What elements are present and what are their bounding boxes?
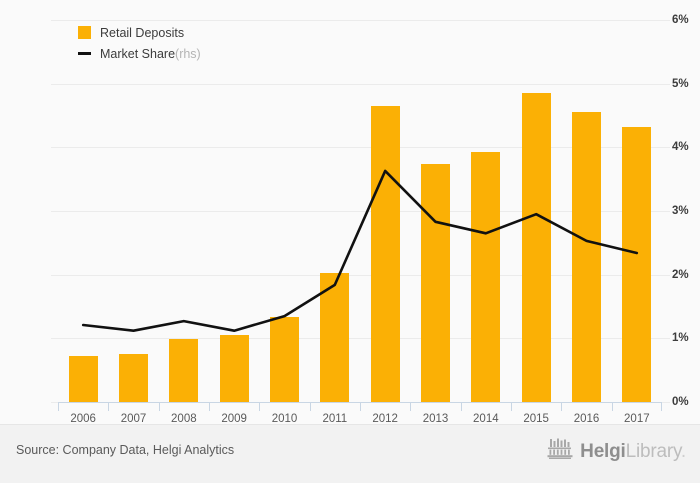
bar-2009 — [219, 335, 249, 402]
x-axis-label-2016: 2016 — [573, 413, 600, 425]
bar-2008 — [169, 339, 199, 402]
x-axis-tick — [611, 402, 613, 411]
legend-item-market-share[interactable]: Market Share (rhs) — [78, 43, 201, 64]
plot-area: 00%4 0001%8 0002%12 0003%16 0004%20 0005… — [51, 14, 689, 408]
source-note: Source: Company Data, Helgi Analytics — [16, 443, 235, 457]
bar-2010 — [270, 316, 299, 402]
x-axis-tick — [158, 402, 160, 411]
gridline — [58, 147, 662, 149]
y-axis-right-label: 5% — [672, 77, 689, 90]
bar-2012 — [370, 105, 400, 402]
x-axis-tick — [410, 402, 412, 411]
gridline — [58, 338, 662, 340]
x-axis-label-2015: 2015 — [523, 413, 549, 425]
y-axis-right-tick — [662, 402, 670, 403]
y-axis-left-tick — [51, 338, 58, 340]
bar-2011 — [320, 273, 350, 402]
bar-2015 — [521, 93, 551, 402]
bar-2007 — [119, 354, 148, 402]
bar-2017 — [622, 126, 652, 402]
y-axis-left-tick — [51, 147, 58, 149]
library-building-icon — [547, 438, 573, 465]
x-axis-tick — [661, 402, 662, 411]
x-axis-tick — [58, 402, 59, 411]
x-axis-label-2013: 2013 — [422, 413, 449, 425]
bar-series — [58, 20, 662, 402]
y-axis-right-label: 2% — [672, 268, 689, 281]
x-axis-tick — [209, 402, 210, 411]
y-axis-left-tick — [51, 83, 58, 85]
x-axis-tick — [309, 402, 311, 411]
x-axis-label-2007: 2007 — [120, 413, 147, 425]
x-axis-label-2010: 2010 — [271, 413, 298, 425]
legend-line-icon — [78, 52, 91, 55]
market-share-line — [81, 169, 639, 333]
y-axis-right-tick — [662, 274, 670, 276]
y-axis-right-label: 3% — [672, 205, 689, 217]
x-axis-tick — [511, 402, 512, 411]
legend-label-market-share-suffix: (rhs) — [175, 46, 201, 61]
legend-label-market-share: Market Share — [100, 46, 176, 61]
y-axis-right-tick — [662, 147, 670, 149]
brand-dot: . — [680, 440, 686, 462]
y-axis-right-tick — [662, 20, 670, 21]
x-axis-label-2012: 2012 — [372, 413, 398, 425]
legend: Retail Deposits Market Share (rhs) — [78, 22, 201, 64]
line-series — [81, 169, 639, 333]
brand-text: HelgiLibrary. — [580, 441, 686, 463]
gridline — [58, 274, 662, 276]
bar-2016 — [572, 112, 601, 402]
x-axis-tick — [460, 402, 462, 411]
y-axis-left-tick — [51, 402, 58, 403]
brand-name-secondary: Library — [625, 440, 681, 462]
x-axis-tick — [259, 402, 261, 411]
y-axis-right-tick — [662, 83, 670, 85]
x-axis-tick — [360, 402, 361, 411]
x-axis-tick — [108, 402, 110, 411]
y-axis-right-label: 1% — [672, 332, 689, 345]
bar-2006 — [68, 355, 98, 402]
x-axis-label-2006: 2006 — [70, 413, 96, 425]
y-axis-left-tick — [51, 20, 58, 21]
x-axis-tick — [561, 402, 563, 411]
bar-2014 — [471, 152, 501, 402]
legend-swatch-icon — [78, 26, 91, 39]
y-axis-right-label: 6% — [672, 14, 689, 26]
x-axis-label-2014: 2014 — [473, 413, 499, 425]
legend-item-retail-deposits[interactable]: Retail Deposits — [78, 22, 201, 43]
y-axis-right-tick — [662, 338, 670, 340]
y-axis-right-label: 0% — [672, 396, 689, 408]
y-axis-right-label: 4% — [672, 141, 689, 154]
x-axis-label-2009: 2009 — [221, 413, 247, 425]
y-axis-right-tick — [662, 211, 670, 212]
x-axis-label-2008: 2008 — [171, 413, 197, 425]
gridline — [58, 20, 662, 21]
x-axis: 2006 2007 2008 2009 2010 2011 2012 2013 2014 2015… — [58, 402, 662, 425]
bar-2013 — [421, 164, 450, 402]
gridline — [58, 211, 662, 212]
y-axis-left-tick — [51, 211, 58, 212]
x-axis-label-2011: 2011 — [322, 413, 348, 425]
y-axis-left-tick — [51, 274, 58, 276]
gridline — [58, 83, 662, 85]
legend-label-retail-deposits: Retail Deposits — [100, 25, 185, 40]
x-axis-label-2017: 2017 — [624, 413, 650, 425]
brand-logo[interactable]: HelgiLibrary. — [547, 438, 686, 465]
brand-name-primary: Helgi — [580, 440, 626, 462]
footer: Source: Company Data, Helgi Analytics — [0, 424, 700, 483]
